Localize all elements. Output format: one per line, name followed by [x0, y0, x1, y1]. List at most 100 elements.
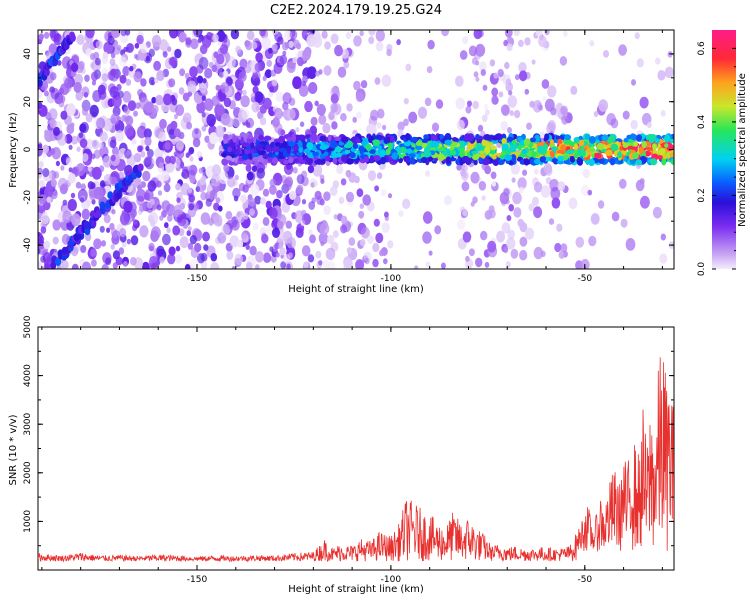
heatmap-noise-cell [78, 132, 84, 139]
heatmap-noise-cell [473, 30, 483, 40]
colorbar-tick-label: 0.2 [697, 188, 707, 202]
heatmap-noise-cell [136, 34, 144, 45]
heatmap-band-cell [358, 145, 365, 152]
heatmap-noise-cell [367, 235, 374, 244]
heatmap-noise-cell [490, 171, 497, 180]
heatmap-noise-cell [150, 230, 160, 242]
heatmap-band-cell [442, 150, 448, 157]
heatmap-noise-cell [380, 189, 387, 197]
heatmap-noise-cell [244, 64, 252, 74]
heatmap-noise-cell [508, 204, 514, 212]
heatmap-band-cell [444, 139, 452, 146]
heatmap-noise-cell [157, 190, 163, 196]
heatmap-noise-cell [38, 144, 43, 157]
heatmap-noise-cell [354, 175, 360, 184]
heatmap-noise-cell [532, 196, 539, 206]
heatmap-noise-cell [498, 91, 504, 98]
heatmap-noise-cell [103, 214, 111, 224]
heatmap-noise-cell [184, 264, 191, 269]
heatmap-noise-cell [554, 242, 562, 253]
heatmap-noise-cell [38, 160, 44, 168]
heatmap-band-cell [471, 150, 478, 155]
heatmap-noise-cell [146, 201, 153, 209]
heatmap-noise-cell [187, 242, 194, 250]
heatmap-band-cell [664, 134, 670, 143]
heatmap-noise-cell [43, 31, 50, 39]
heatmap-noise-cell [53, 126, 60, 136]
heatmap-band-cell [334, 136, 342, 142]
heatmap-noise-cell [549, 178, 560, 192]
heatmap-noise-cell [196, 75, 204, 84]
heatmap-noise-cell [133, 110, 138, 117]
heatmap-noise-cell [164, 222, 169, 229]
heatmap-noise-cell [265, 69, 272, 79]
heatmap-noise-cell [98, 89, 107, 100]
heatmap-noise-cell [541, 79, 550, 89]
y-tick-label: 2000 [23, 461, 33, 484]
heatmap-noise-cell [508, 90, 513, 96]
heatmap-noise-cell [191, 127, 202, 141]
heatmap-band-cell [409, 153, 416, 158]
heatmap-noise-cell [62, 199, 68, 206]
heatmap-band-cell [242, 142, 251, 148]
y-tick-label: 40 [23, 48, 33, 60]
heatmap-noise-cell [139, 203, 146, 212]
heatmap-noise-cell [99, 180, 106, 188]
heatmap-noise-cell [223, 164, 230, 173]
heatmap-noise-cell [216, 53, 225, 65]
heatmap-noise-cell [283, 253, 291, 264]
heatmap-noise-cell [307, 254, 315, 263]
heatmap-noise-cell [519, 249, 528, 261]
heatmap-noise-cell [210, 262, 220, 269]
heatmap-noise-cell [114, 46, 121, 55]
heatmap-noise-cell [318, 260, 323, 266]
heatmap-noise-cell [329, 185, 338, 196]
heatmap-noise-cell [163, 183, 171, 193]
heatmap-noise-cell [470, 171, 480, 184]
heatmap-noise-cell [40, 213, 50, 225]
heatmap-noise-cell [198, 56, 209, 70]
heatmap-noise-cell [597, 200, 605, 209]
heatmap-noise-cell [295, 42, 302, 50]
heatmap-noise-cell [352, 116, 358, 123]
heatmap-noise-cell [106, 227, 111, 233]
heatmap-band-cell [298, 155, 303, 162]
heatmap-noise-cell [133, 71, 142, 83]
heatmap-noise-cell [180, 182, 191, 196]
heatmap-noise-cell [176, 197, 181, 203]
heatmap-noise-cell [125, 78, 132, 86]
x-tick-label: -150 [187, 274, 208, 284]
heatmap-noise-cell [175, 183, 181, 191]
heatmap-band-cell [666, 151, 672, 159]
heatmap-noise-cell [255, 251, 264, 263]
heatmap-noise-cell [484, 109, 490, 116]
heatmap-band-cell [622, 143, 629, 148]
heatmap-band-cell [644, 150, 651, 157]
heatmap-noise-cell [318, 114, 327, 125]
heatmap-band-cell [377, 145, 382, 150]
heatmap-noise-cell [272, 117, 280, 128]
heatmap-noise-cell [59, 184, 68, 195]
heatmap-noise-cell [61, 233, 70, 245]
heatmap-band-cell [656, 155, 663, 160]
heatmap-noise-cell [213, 202, 220, 211]
heatmap-noise-cell [318, 69, 323, 75]
heatmap-noise-cell [533, 181, 543, 193]
heatmap-noise-cell [121, 114, 127, 122]
heatmap-noise-cell [472, 196, 478, 204]
heatmap-noise-cell [575, 236, 585, 248]
heatmap-noise-cell [272, 30, 279, 36]
heatmap-noise-cell [162, 93, 172, 106]
heatmap-band-cell [267, 157, 274, 163]
heatmap-noise-cell [318, 232, 329, 245]
heatmap-noise-cell [110, 113, 120, 125]
heatmap-noise-cell [231, 219, 240, 231]
heatmap-noise-cell [118, 247, 125, 255]
heatmap-noise-cell [343, 259, 354, 269]
heatmap-band-cell [605, 149, 613, 156]
heatmap-noise-cell [90, 153, 96, 160]
heatmap-band-cell [501, 138, 507, 145]
heatmap-band-cell [607, 138, 612, 144]
heatmap-noise-cell [80, 245, 87, 253]
heatmap-band-cell [523, 138, 531, 146]
